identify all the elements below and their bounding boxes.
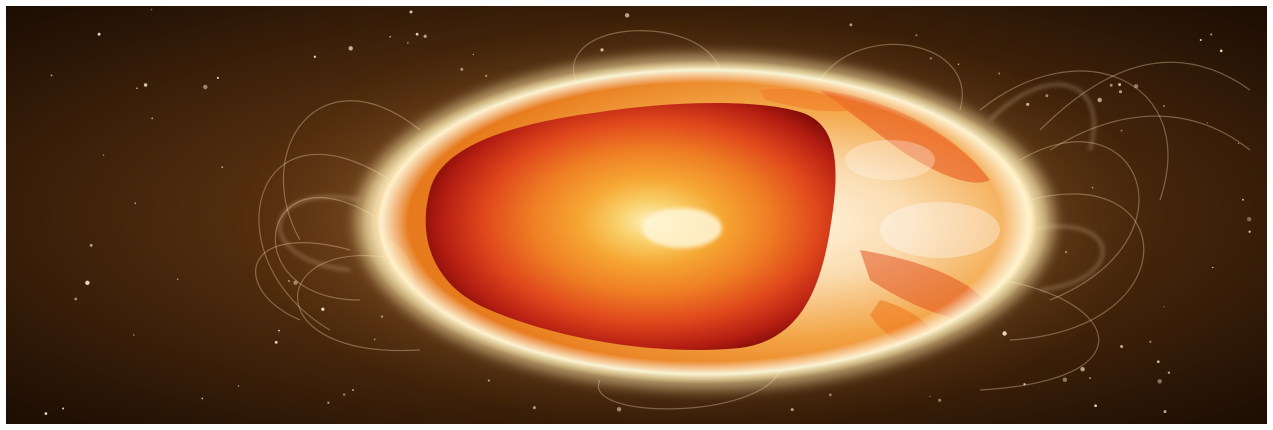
- sun-core-cutaway: [425, 103, 836, 351]
- star: [1212, 266, 1214, 269]
- star: [1156, 360, 1160, 364]
- star: [1118, 83, 1122, 87]
- star: [151, 117, 154, 120]
- star: [1118, 90, 1123, 94]
- star: [62, 407, 65, 410]
- star: [409, 10, 413, 14]
- star: [74, 297, 78, 301]
- solar-loops-bright: [279, 83, 1104, 291]
- star: [274, 340, 278, 344]
- star: [1206, 122, 1208, 124]
- star: [50, 74, 53, 77]
- star: [237, 385, 240, 387]
- star: [97, 32, 101, 36]
- star: [1167, 371, 1171, 374]
- star: [1094, 404, 1097, 408]
- star: [1157, 379, 1162, 384]
- star: [1062, 377, 1068, 382]
- star: [1109, 83, 1113, 87]
- star: [348, 46, 353, 51]
- star: [313, 55, 317, 58]
- star: [1247, 217, 1252, 222]
- star: [150, 8, 153, 11]
- star: [327, 401, 330, 404]
- star: [1163, 410, 1167, 414]
- star: [278, 329, 280, 332]
- star: [203, 84, 208, 90]
- star: [352, 389, 354, 391]
- star: [44, 412, 48, 415]
- star: [1080, 367, 1085, 372]
- star: [1149, 340, 1152, 343]
- star: [89, 243, 93, 247]
- star: [1248, 230, 1251, 233]
- star: [1237, 142, 1240, 145]
- star: [415, 32, 419, 36]
- star: [143, 83, 148, 87]
- star: [1133, 84, 1139, 89]
- star: [342, 393, 346, 396]
- star: [1097, 97, 1102, 103]
- star: [1089, 377, 1092, 380]
- star: [423, 34, 427, 38]
- star: [1120, 345, 1124, 348]
- star: [1163, 105, 1165, 107]
- star: [1023, 383, 1026, 386]
- star: [85, 280, 90, 285]
- star: [216, 76, 219, 79]
- star: [406, 41, 409, 44]
- star: [1163, 306, 1165, 308]
- star: [134, 202, 137, 205]
- star: [201, 397, 204, 400]
- core-center-glow: [642, 208, 722, 248]
- star: [1210, 33, 1213, 36]
- star: [102, 154, 105, 156]
- star: [176, 278, 179, 280]
- star: [1219, 49, 1223, 53]
- star: [1199, 39, 1202, 41]
- star: [1241, 198, 1244, 201]
- star: [132, 334, 135, 336]
- star: [389, 35, 392, 38]
- star: [136, 87, 138, 89]
- star: [221, 166, 224, 168]
